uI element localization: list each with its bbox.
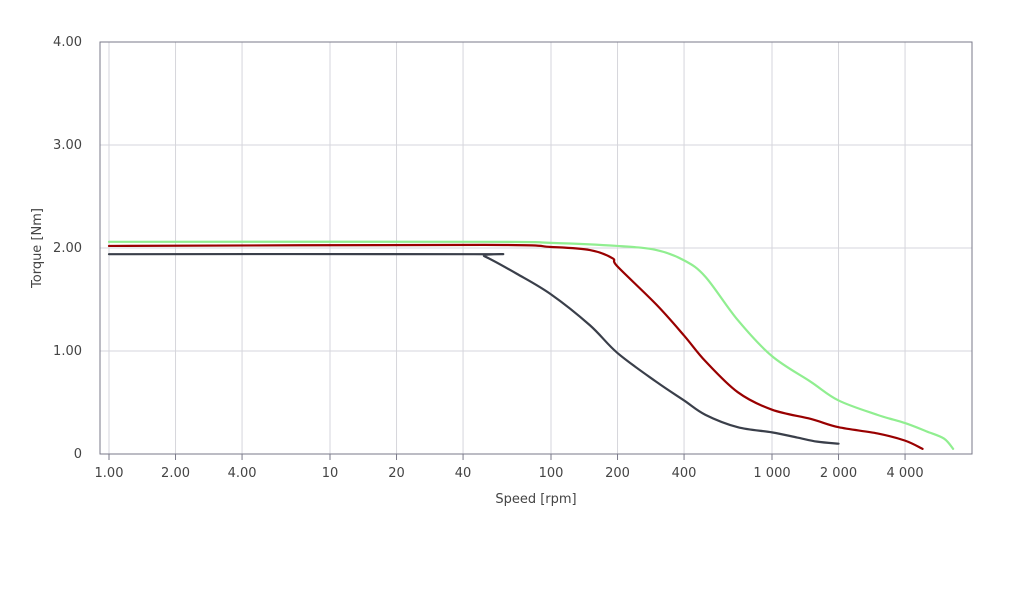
grid-lines: [100, 42, 972, 454]
x-tick-label: 100: [539, 466, 564, 481]
x-tick-label: 4 000: [886, 466, 923, 481]
x-tick-label: 2 000: [820, 466, 857, 481]
x-tick-label: 20: [388, 466, 405, 481]
y-tick-label: 4.00: [53, 35, 82, 50]
x-tick-label: 1.00: [95, 466, 124, 481]
y-tick-label: 1.00: [53, 344, 82, 359]
y-axis-ticks: 0 1.00 2.00 3.00 4.00: [53, 35, 82, 462]
y-tick-label: 2.00: [53, 241, 82, 256]
x-tick-label: 2.00: [161, 466, 190, 481]
y-axis-title: Torque [Nm]: [30, 208, 45, 289]
plot-frame: [99, 41, 973, 455]
x-tick-label: 400: [672, 466, 697, 481]
x-tick-label: 200: [605, 466, 630, 481]
x-tick-label: 4.00: [228, 466, 257, 481]
y-tick-label: 3.00: [53, 138, 82, 153]
series-line-0: [107, 240, 955, 450]
x-tick-label: 40: [455, 466, 472, 481]
x-axis-ticks: 1.00 2.00 4.00 10 20 40 100 200 400 1 000 2 000 4 0…: [95, 454, 924, 481]
series-line-1: [107, 243, 924, 450]
x-axis-title: Speed [rpm]: [495, 492, 576, 507]
x-tick-label: 1 000: [753, 466, 790, 481]
series-layer: [107, 240, 955, 450]
x-tick-label: 10: [322, 466, 339, 481]
series-line-2: [107, 252, 840, 445]
y-tick-label: 0: [74, 447, 82, 462]
